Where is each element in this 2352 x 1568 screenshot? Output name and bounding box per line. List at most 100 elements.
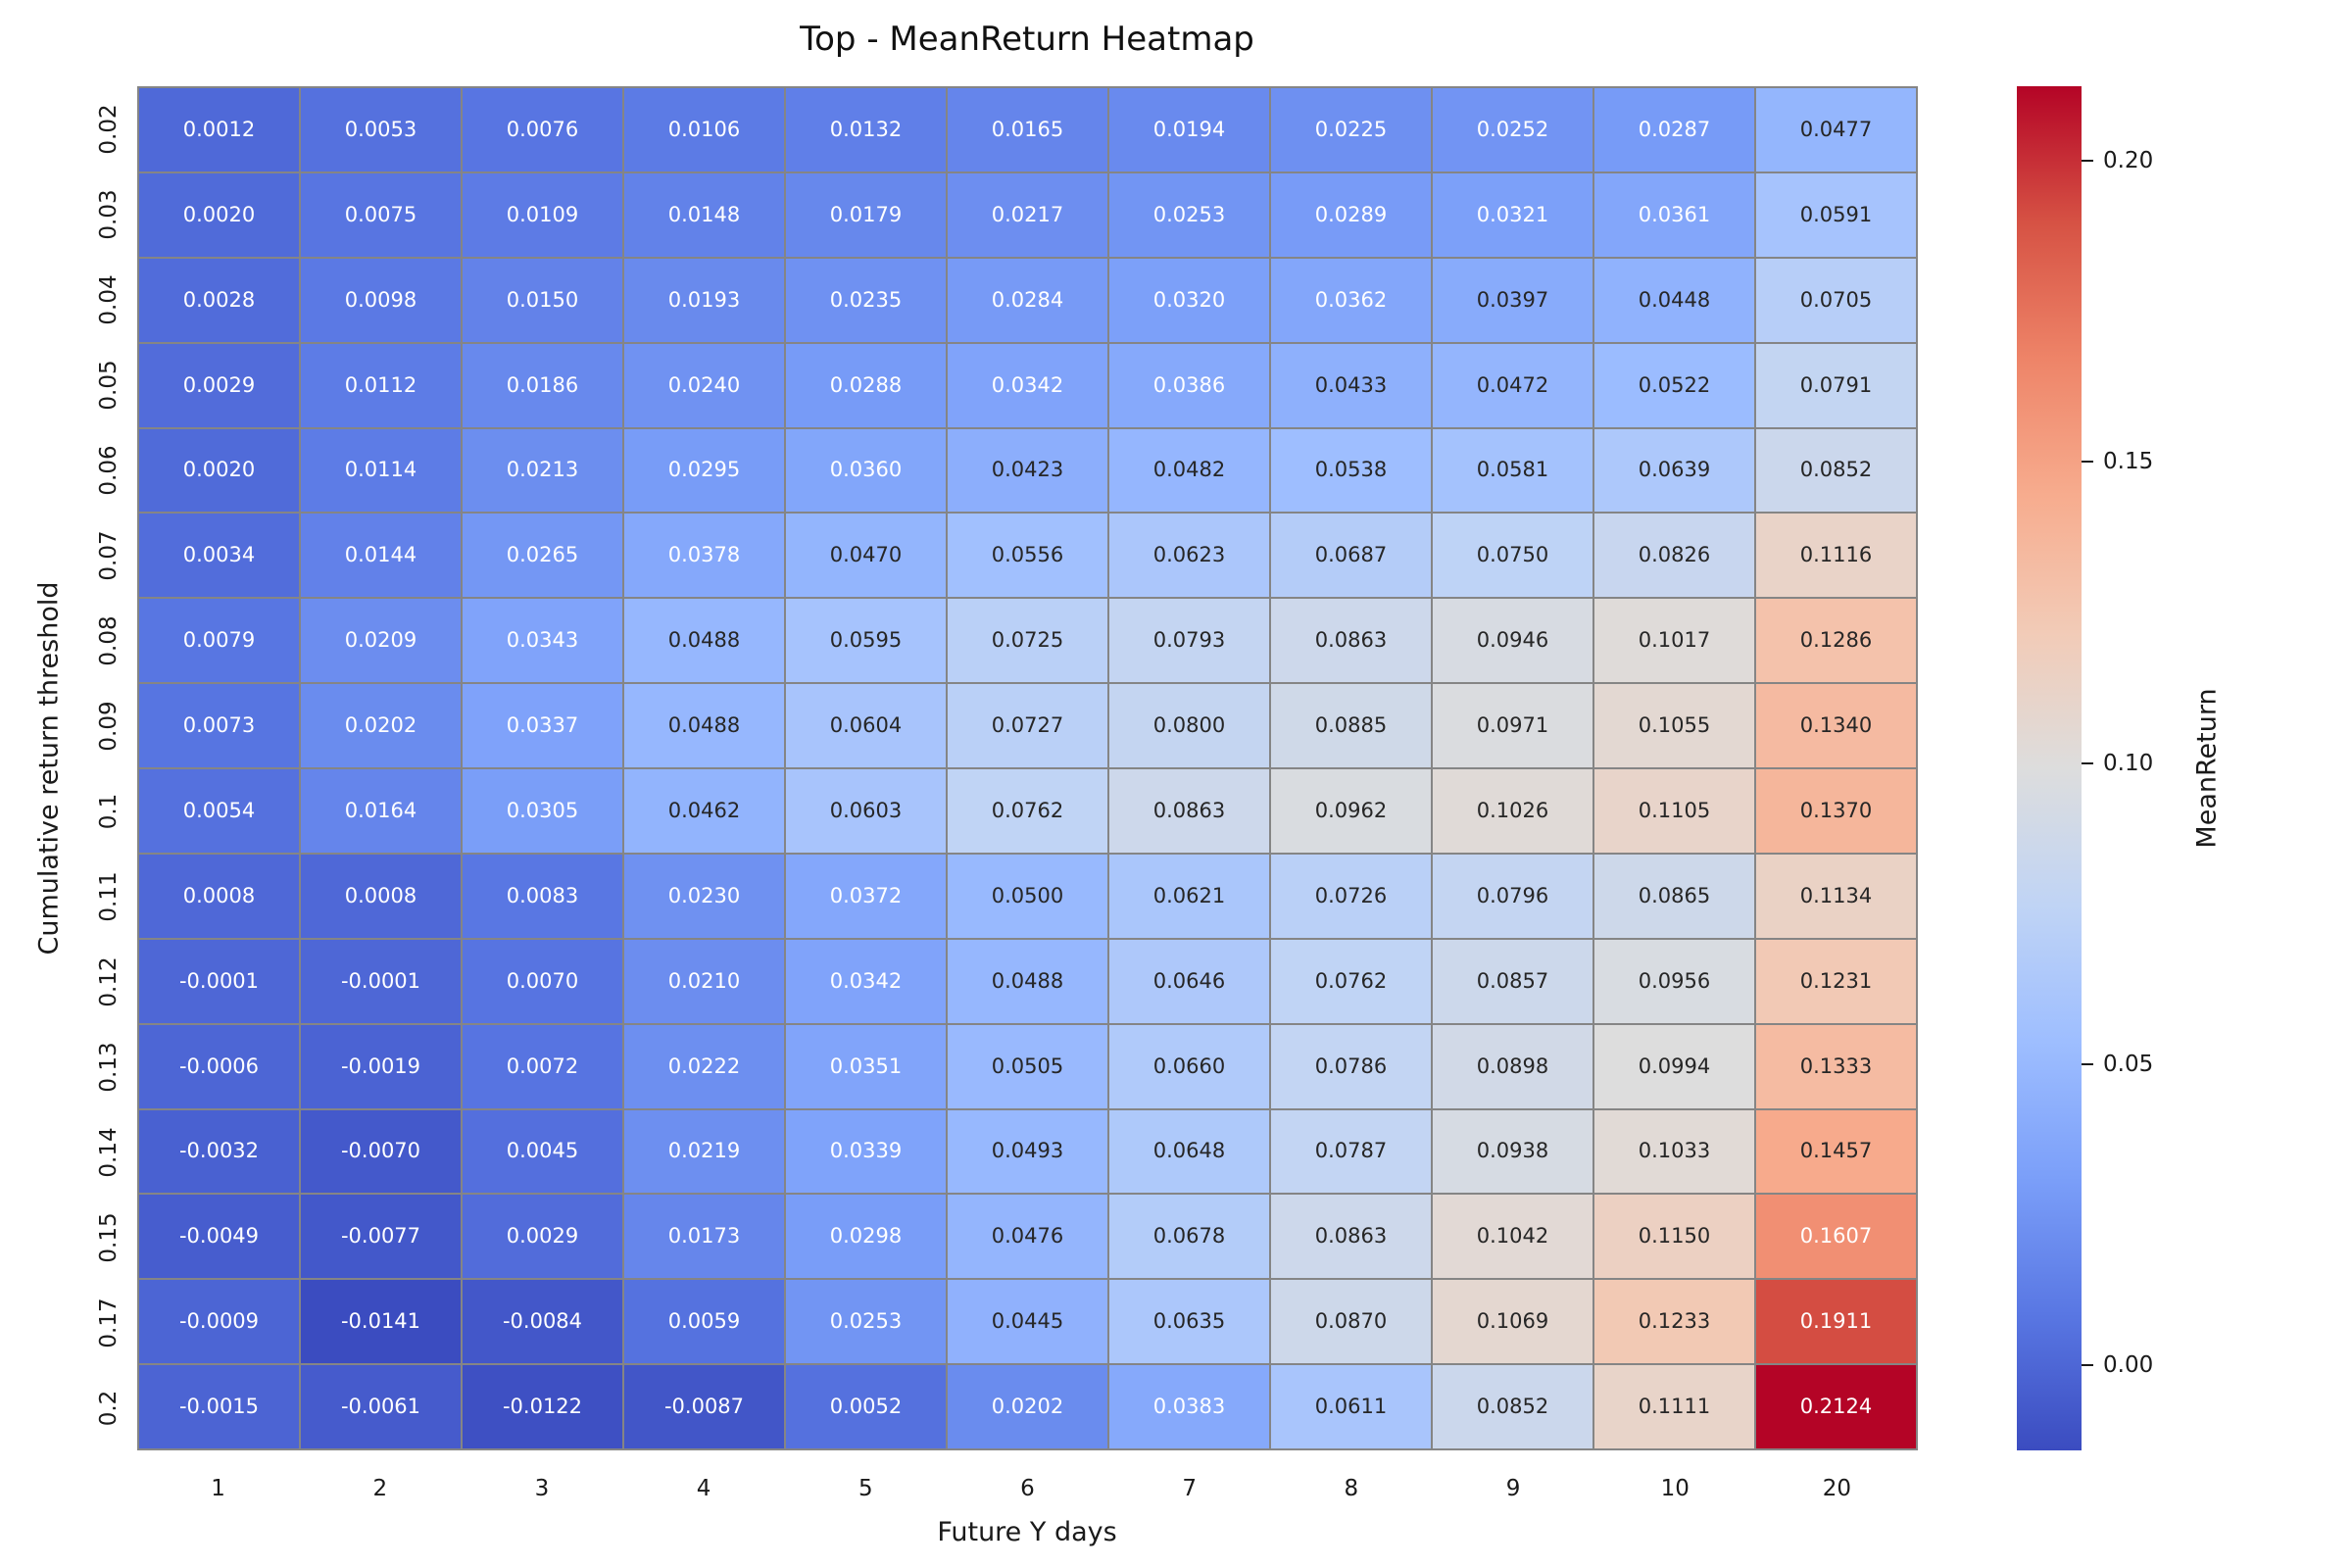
heatmap-cell: 0.0360 xyxy=(786,428,946,513)
y-tick-label: 0.15 xyxy=(96,1211,122,1263)
heatmap-cell: 0.0482 xyxy=(1109,428,1269,513)
heatmap-cell: 0.1026 xyxy=(1433,769,1592,853)
heatmap-cell: -0.0009 xyxy=(139,1280,299,1364)
heatmap-cell: 0.0029 xyxy=(463,1195,622,1279)
heatmap-cell: 0.0660 xyxy=(1109,1024,1269,1108)
heatmap-cell: 0.0219 xyxy=(624,1109,784,1194)
heatmap-cell: 0.0342 xyxy=(786,939,946,1023)
heatmap-cell: 0.0287 xyxy=(1594,88,1754,172)
x-tick-label: 3 xyxy=(534,1476,550,1501)
colorbar-tick-label: 0.20 xyxy=(2103,148,2154,174)
colorbar-tick-mark xyxy=(2082,160,2093,163)
heatmap-cell: 0.0070 xyxy=(463,939,622,1023)
heatmap-cell: 0.0800 xyxy=(1109,684,1269,767)
heatmap-cell: 0.0621 xyxy=(1109,854,1269,938)
heatmap-cell: -0.0141 xyxy=(301,1280,461,1364)
heatmap-cell: 0.0053 xyxy=(301,88,461,172)
heatmap-cell: 0.0885 xyxy=(1271,684,1431,767)
heatmap-cell: 0.0083 xyxy=(463,854,622,938)
heatmap-cell: 0.0791 xyxy=(1756,343,1916,427)
heatmap-cell: 0.0164 xyxy=(301,769,461,853)
heatmap-cell: 0.1116 xyxy=(1756,514,1916,598)
heatmap-cell: 0.0362 xyxy=(1271,258,1431,342)
heatmap-cell: -0.0006 xyxy=(139,1024,299,1108)
heatmap-cell: 0.0604 xyxy=(786,684,946,767)
y-tick-label: 0.07 xyxy=(96,529,122,581)
heatmap-cell: 0.0863 xyxy=(1271,1195,1431,1279)
heatmap-cell: 0.0202 xyxy=(301,684,461,767)
heatmap-cell: 0.1370 xyxy=(1756,769,1916,853)
heatmap-cell: 0.1017 xyxy=(1594,599,1754,683)
heatmap-cell: 0.2124 xyxy=(1756,1365,1916,1448)
heatmap-cell: 0.0946 xyxy=(1433,599,1592,683)
heatmap-cell: 0.0202 xyxy=(948,1365,1107,1448)
heatmap-cell: -0.0061 xyxy=(301,1365,461,1448)
heatmap-cell: 0.0179 xyxy=(786,172,946,257)
heatmap-cell: 0.1231 xyxy=(1756,939,1916,1023)
heatmap-cell: -0.0077 xyxy=(301,1195,461,1279)
heatmap-cell: 0.0076 xyxy=(463,88,622,172)
heatmap-cell: -0.0001 xyxy=(301,939,461,1023)
heatmap-cell: 0.1055 xyxy=(1594,684,1754,767)
heatmap-cell: 0.0029 xyxy=(139,343,299,427)
heatmap-cell: 0.1042 xyxy=(1433,1195,1592,1279)
heatmap-cell: 0.0075 xyxy=(301,172,461,257)
heatmap-cell: 0.0186 xyxy=(463,343,622,427)
heatmap-cell: 0.0826 xyxy=(1594,514,1754,598)
heatmap-cell: 0.0059 xyxy=(624,1280,784,1364)
heatmap-cell: 0.0045 xyxy=(463,1109,622,1194)
heatmap-cell: 0.0493 xyxy=(948,1109,1107,1194)
heatmap-cell: -0.0019 xyxy=(301,1024,461,1108)
heatmap-cell: 0.0193 xyxy=(624,258,784,342)
heatmap-cell: 0.0898 xyxy=(1433,1024,1592,1108)
heatmap-cell: 0.1233 xyxy=(1594,1280,1754,1364)
heatmap-cell: 0.0052 xyxy=(786,1365,946,1448)
heatmap-cell: 0.0762 xyxy=(1271,939,1431,1023)
colorbar xyxy=(2017,86,2082,1450)
heatmap-cell: 0.1033 xyxy=(1594,1109,1754,1194)
chart-title: Top - MeanReturn Heatmap xyxy=(800,20,1254,59)
heatmap-cell: 0.0383 xyxy=(1109,1365,1269,1448)
x-tick-label: 7 xyxy=(1182,1476,1197,1501)
heatmap-cell: 0.0265 xyxy=(463,514,622,598)
heatmap-cell: 0.0284 xyxy=(948,258,1107,342)
heatmap-cell: 0.0397 xyxy=(1433,258,1592,342)
heatmap-cell: 0.0852 xyxy=(1756,428,1916,513)
heatmap-cell: 0.0230 xyxy=(624,854,784,938)
y-tick-label: 0.08 xyxy=(96,614,122,666)
colorbar-tick-label: 0.10 xyxy=(2103,750,2154,776)
y-tick-label: 0.2 xyxy=(96,1390,122,1426)
heatmap-cell: 0.1333 xyxy=(1756,1024,1916,1108)
colorbar-tick-mark xyxy=(2082,1063,2093,1066)
heatmap-cell: 0.0165 xyxy=(948,88,1107,172)
x-tick-label: 5 xyxy=(858,1476,873,1501)
heatmap-cell: 0.0488 xyxy=(624,684,784,767)
heatmap-cell: 0.0556 xyxy=(948,514,1107,598)
heatmap-cell: 0.0971 xyxy=(1433,684,1592,767)
heatmap-cell: 0.0727 xyxy=(948,684,1107,767)
heatmap-cell: 0.0252 xyxy=(1433,88,1592,172)
heatmap-cell: 0.0725 xyxy=(948,599,1107,683)
heatmap-cell: 0.0470 xyxy=(786,514,946,598)
colorbar-tick-mark xyxy=(2082,761,2093,764)
heatmap-cell: 0.0445 xyxy=(948,1280,1107,1364)
heatmap-cell: 0.0253 xyxy=(1109,172,1269,257)
heatmap-cell: 0.0351 xyxy=(786,1024,946,1108)
heatmap-cell: 0.1069 xyxy=(1433,1280,1592,1364)
x-tick-label: 8 xyxy=(1344,1476,1359,1501)
heatmap-cell: 0.0112 xyxy=(301,343,461,427)
heatmap-cell: 0.0687 xyxy=(1271,514,1431,598)
y-tick-label: 0.09 xyxy=(96,700,122,752)
heatmap-cell: 0.0321 xyxy=(1433,172,1592,257)
colorbar-tick-label: 0.00 xyxy=(2103,1352,2154,1379)
heatmap-cell: 0.0210 xyxy=(624,939,784,1023)
heatmap-cell: 0.0477 xyxy=(1756,88,1916,172)
heatmap-cell: 0.0705 xyxy=(1756,258,1916,342)
heatmap-cell: 0.0852 xyxy=(1433,1365,1592,1448)
heatmap-cell: 0.0488 xyxy=(948,939,1107,1023)
heatmap-cell: 0.0144 xyxy=(301,514,461,598)
heatmap-cell: 0.0222 xyxy=(624,1024,784,1108)
heatmap-cell: 0.0008 xyxy=(301,854,461,938)
x-tick-label: 20 xyxy=(1822,1476,1852,1501)
heatmap-cell: 0.0132 xyxy=(786,88,946,172)
